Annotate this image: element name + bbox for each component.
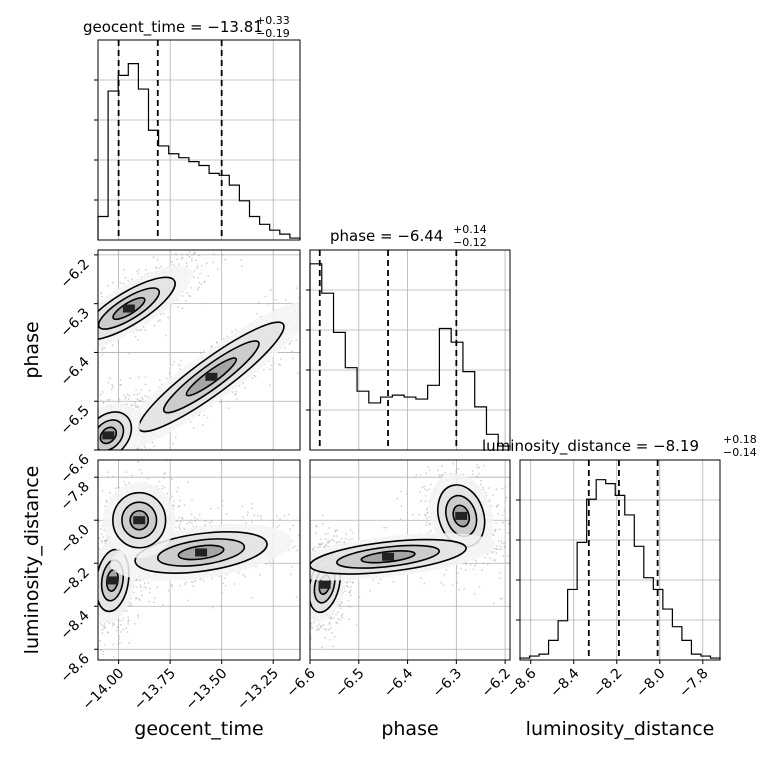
xtick-label-phase-1: −6.5 xyxy=(332,666,367,701)
hist-geocent_time-frame xyxy=(97,39,301,241)
title-geocent-time: geocent_time = −13.81 +0.33 −0.19 xyxy=(83,14,290,40)
hist-luminosity_distance-grid xyxy=(520,460,720,660)
title-phase-main: phase = −6.44 xyxy=(330,227,443,245)
ytick-label-phase-3: −6.3 xyxy=(57,305,92,340)
ylabel-luminosity-distance: luminosity_distance xyxy=(21,466,43,655)
title-luminosity-distance-minus: −0.14 xyxy=(723,446,757,459)
hist-line-phase xyxy=(309,263,511,450)
xtick-label-geocent_time-0: −14.00 xyxy=(79,666,127,714)
xtick-label-phase-2: −6.4 xyxy=(381,665,416,700)
ylabel-phase: phase xyxy=(21,321,43,378)
panel-geocent_time-vs-phase-core-2 xyxy=(102,431,115,440)
xtick-label-luminosity_distance-2: −8.2 xyxy=(590,666,625,701)
title-geocent-time-main: geocent_time = −13.81 xyxy=(83,18,263,37)
panel-geocent_time-vs-phase-core-0 xyxy=(122,304,135,313)
xtick-label-geocent_time-1: −13.75 xyxy=(131,666,179,714)
ytick-label-luminosity_distance-1: −8.4 xyxy=(57,608,92,643)
panel-phase-vs-luminosity_distance-core-0 xyxy=(318,580,331,589)
xtick-label-geocent_time-3: −13.25 xyxy=(234,666,282,714)
ytick-label-luminosity_distance-2: −8.2 xyxy=(57,565,92,600)
xlabel-luminosity-distance: luminosity_distance xyxy=(526,718,715,740)
panel-geocent_time-vs-phase-core-1 xyxy=(205,372,218,381)
xtick-label-luminosity_distance-1: −8.4 xyxy=(547,665,582,700)
hist-luminosity_distance-frame xyxy=(519,459,721,661)
ytick-label-phase-0: −6.6 xyxy=(57,451,92,486)
panel-phase-vs-luminosity_distance-core-2 xyxy=(382,552,395,561)
xtick-label-geocent_time-2: −13.50 xyxy=(183,666,231,714)
ytick-label-phase-1: −6.5 xyxy=(57,403,92,438)
hist-line-luminosity_distance xyxy=(519,479,721,660)
panel-geocent_time-vs-luminosity_distance-frame xyxy=(97,459,301,661)
xtick-label-luminosity_distance-3: −8.0 xyxy=(633,666,668,701)
xtick-label-luminosity_distance-4: −7.8 xyxy=(676,666,711,701)
xlabel-geocent-time: geocent_time xyxy=(134,718,263,740)
hist-line-geocent_time xyxy=(97,63,301,240)
ytick-label-luminosity_distance-3: −8.0 xyxy=(57,522,92,557)
panel-geocent_time-vs-luminosity_distance-contours xyxy=(98,482,292,624)
title-luminosity-distance-main: luminosity_distance = −8.19 xyxy=(482,437,699,456)
xtick-label-phase-4: −6.2 xyxy=(479,666,514,701)
panel-geocent_time-vs-luminosity_distance-core-1 xyxy=(195,548,208,557)
panel-geocent_time-vs-phase-frame xyxy=(97,249,301,451)
ytick-label-luminosity_distance-4: −7.8 xyxy=(57,479,92,514)
hist-phase-frame xyxy=(309,249,511,451)
plot-layer: −14.00 −13.75 −13.50 −13.25 −6.6 −6.5 −6.4 −6.3… xyxy=(57,39,721,714)
title-geocent-time-plus: +0.33 xyxy=(256,14,290,27)
hist-phase-grid xyxy=(309,250,510,450)
title-phase-minus: −0.12 xyxy=(453,236,487,249)
title-geocent-time-minus: −0.19 xyxy=(256,27,290,40)
xtick-label-luminosity_distance-0: −8.6 xyxy=(504,665,539,700)
xlabel-phase: phase xyxy=(381,718,438,740)
ytick-label-phase-4: −6.2 xyxy=(57,256,92,291)
xtick-label-phase-0: −6.6 xyxy=(283,665,318,700)
panel-geocent_time-vs-luminosity_distance-core-0 xyxy=(106,576,119,585)
xtick-label-phase-3: −6.3 xyxy=(430,666,465,701)
ytick-label-phase-2: −6.4 xyxy=(57,354,92,389)
title-phase-plus: +0.14 xyxy=(453,223,487,236)
panel-phase-vs-luminosity_distance-frame xyxy=(309,459,511,661)
title-phase: phase = −6.44 +0.14 −0.12 xyxy=(330,223,487,249)
panel-phase-vs-luminosity_distance-contours xyxy=(310,473,496,623)
panel-geocent_time-vs-luminosity_distance-core-2 xyxy=(133,516,146,525)
title-luminosity-distance-plus: +0.18 xyxy=(723,433,757,446)
panel-geocent_time-vs-phase-contours xyxy=(98,265,300,450)
ytick-label-luminosity_distance-0: −8.6 xyxy=(57,651,92,686)
panel-phase-vs-luminosity_distance-core-1 xyxy=(455,511,468,520)
title-luminosity-distance: luminosity_distance = −8.19 +0.18 −0.14 xyxy=(482,433,757,459)
